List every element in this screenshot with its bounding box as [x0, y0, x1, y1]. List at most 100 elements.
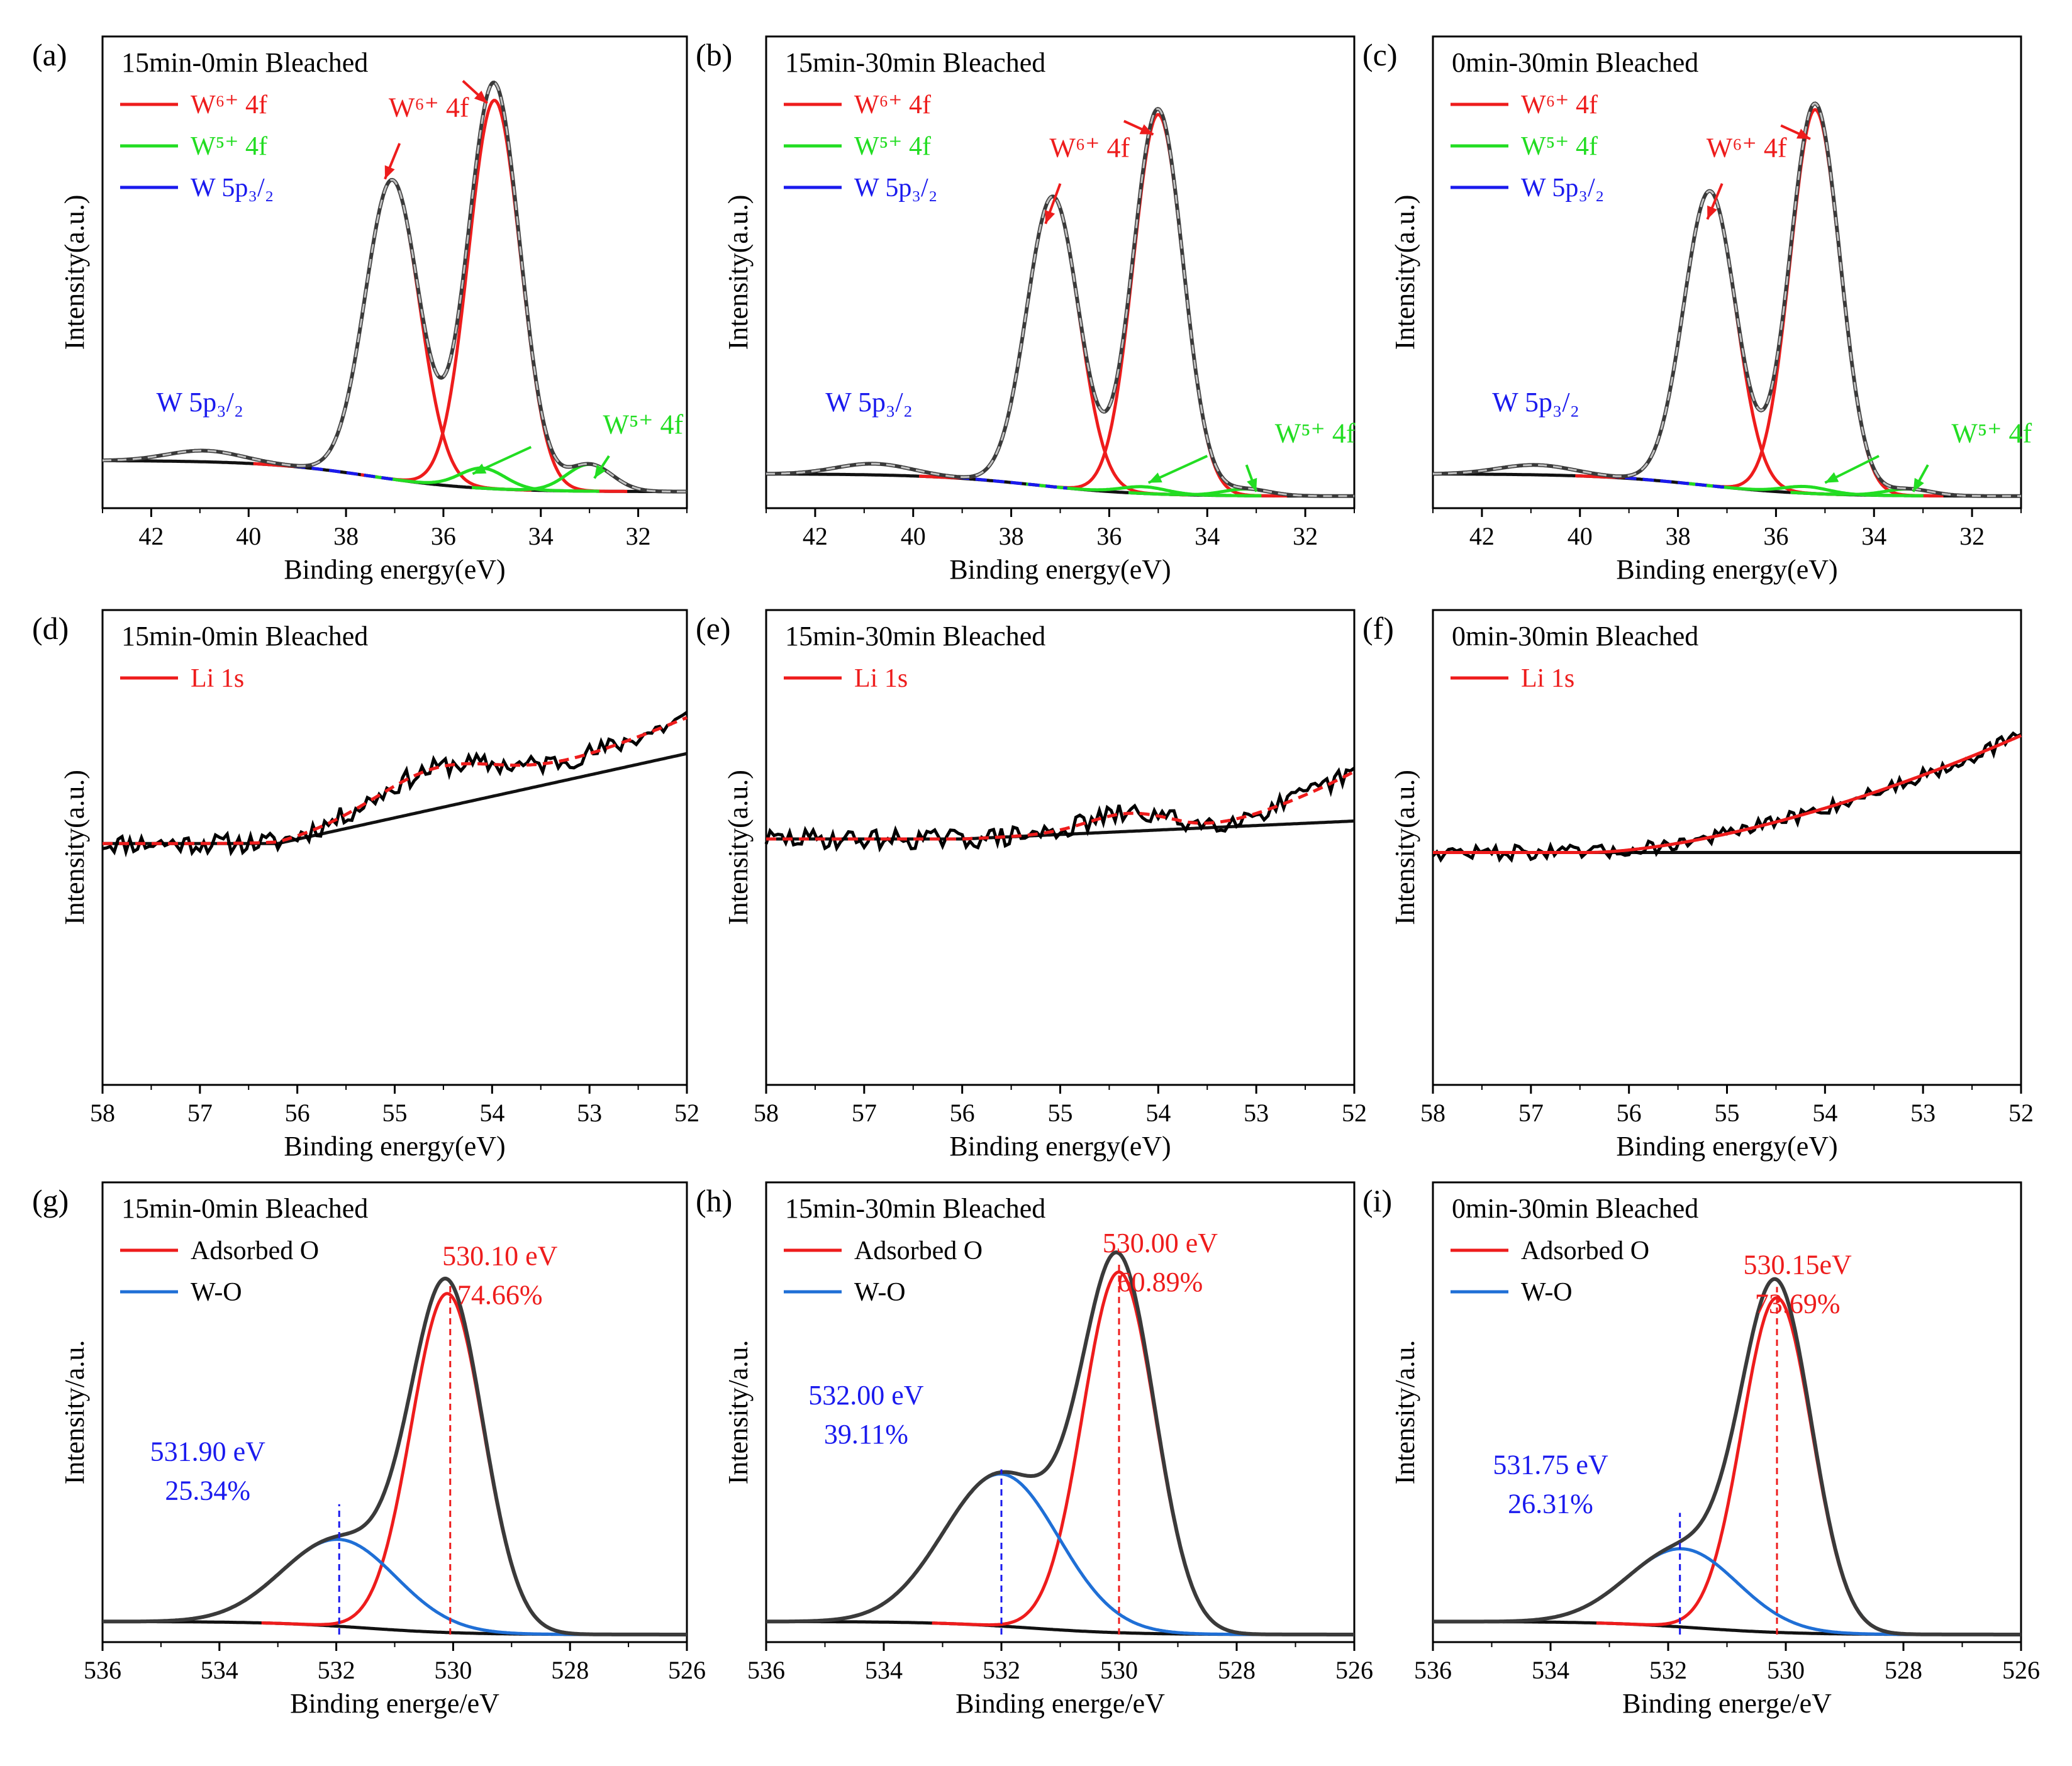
panel-label: (e) — [696, 611, 731, 646]
x-tick-label: 42 — [138, 522, 164, 550]
x-tick-label: 53 — [1910, 1099, 1936, 1127]
x-tick-label: 526 — [1335, 1656, 1373, 1684]
x-tick-label: 526 — [668, 1656, 706, 1684]
panel-label: (c) — [1362, 37, 1398, 72]
annotation-arrowhead — [594, 464, 606, 479]
li1s-fit-line — [1433, 734, 2022, 854]
x-tick-label: 56 — [285, 1099, 310, 1127]
x-axis-label: Binding energy(eV) — [284, 1131, 505, 1162]
x-tick-label: 58 — [754, 1099, 779, 1127]
annotation-text: 531.75 eV — [1493, 1449, 1608, 1480]
peak-w-4f5-2 — [918, 195, 1188, 497]
y-axis-label: Intensity/a.u. — [723, 1340, 754, 1485]
y-axis-label: Intensity/a.u. — [59, 1340, 90, 1485]
legend-label: W⁶⁺ 4f — [1521, 91, 1598, 119]
legend-label: W⁵⁺ 4f — [1521, 132, 1598, 161]
x-tick-label: 52 — [1342, 1099, 1367, 1127]
x-tick-label: 52 — [2008, 1099, 2034, 1127]
x-tick-label: 54 — [1812, 1099, 1837, 1127]
x-axis-label: Binding energe/eV — [1622, 1688, 1832, 1719]
panel-b: 42 40 38 36 34 32 Binding energy(eV) Intensity(… — [696, 35, 1356, 585]
legend-label: Adsorbed O — [854, 1236, 983, 1265]
annotation-text: 530.10 eV — [442, 1241, 558, 1272]
legend-label: W-O — [854, 1278, 906, 1307]
panel-label: (d) — [32, 611, 69, 646]
legend-label: W 5p₃/₂ — [191, 174, 274, 203]
x-tick-label: 530 — [434, 1656, 472, 1684]
legend-label: Li 1s — [191, 664, 244, 693]
y-axis-label: Intensity(a.u.) — [1390, 195, 1420, 350]
panel-title: 0min-30min Bleached — [1452, 621, 1698, 652]
annotation-arrowhead — [1139, 124, 1154, 135]
panel-title: 0min-30min Bleached — [1452, 47, 1698, 78]
x-tick-label: 42 — [803, 522, 828, 550]
x-tick-label: 534 — [1532, 1656, 1569, 1684]
x-tick-label: 32 — [626, 522, 651, 550]
x-tick-label: 536 — [747, 1656, 785, 1684]
annotation-text: W 5p₃/₂ — [825, 387, 913, 418]
x-tick-label: 32 — [1293, 522, 1318, 550]
x-tick-label: 528 — [1885, 1656, 1922, 1684]
x-axis-label: Binding energy(eV) — [1616, 1131, 1837, 1162]
annotation-text: 532.00 eV — [808, 1380, 924, 1411]
x-tick-label: 56 — [1617, 1099, 1642, 1127]
peak-w-4f5-2 — [1575, 189, 1844, 496]
x-axis-label: Binding energy(eV) — [284, 554, 505, 585]
annotation-text: W⁶⁺ 4f — [389, 92, 469, 123]
annotation-text: 39.11% — [824, 1419, 908, 1450]
annotation-text: W⁶⁺ 4f — [1707, 132, 1787, 163]
annotation-text: W 5p₃/₂ — [157, 387, 244, 418]
y-axis-label: Intensity(a.u.) — [1390, 770, 1420, 925]
envelope-line — [1433, 1277, 2021, 1636]
panel-i: 536 534 532 530 528 526 Binding energe/eV Inten… — [1362, 1181, 2040, 1719]
x-tick-label: 57 — [187, 1099, 213, 1127]
x-tick-label: 32 — [1959, 522, 1985, 550]
y-axis-label: Intensity(a.u.) — [723, 195, 754, 350]
panel-f: 58 57 56 55 54 53 52 Binding energy(eV) Intensit… — [1362, 609, 2034, 1162]
legend-label: W⁵⁺ 4f — [191, 132, 267, 161]
panel-label: (g) — [32, 1183, 69, 1218]
peak-w-o — [766, 1472, 1300, 1636]
annotation-arrowhead — [472, 464, 487, 474]
x-tick-label: 38 — [999, 522, 1024, 550]
raw-data-line — [1432, 731, 2022, 863]
x-tick-label: 38 — [333, 522, 359, 550]
x-axis-label: Binding energe/eV — [955, 1688, 1165, 1719]
panel-c: 42 40 38 36 34 32 Binding energy(eV) Intensity(… — [1362, 35, 2032, 585]
legend-label: W⁶⁺ 4f — [191, 91, 267, 119]
y-axis-label: Intensity/a.u. — [1390, 1340, 1420, 1485]
x-tick-label: 55 — [1048, 1099, 1073, 1127]
annotation-text: 530.00 eV — [1103, 1228, 1218, 1258]
panel-title: 15min-30min Bleached — [785, 1193, 1045, 1224]
legend-label: W 5p₃/₂ — [854, 174, 937, 203]
legend-label: Li 1s — [1521, 664, 1574, 693]
peak-w-4f5-2 — [253, 178, 532, 492]
panel-d: 58 57 56 55 54 53 52 Binding energy(eV) Intensit… — [32, 609, 699, 1162]
panel-e: 58 57 56 55 54 53 52 Binding energy(eV) Intensit… — [696, 609, 1367, 1162]
x-tick-label: 58 — [1420, 1099, 1445, 1127]
legend-label: W-O — [1521, 1278, 1573, 1307]
legend-label: W⁵⁺ 4f — [854, 132, 931, 161]
li1s-fit-line — [766, 770, 1356, 841]
x-tick-label: 532 — [1649, 1656, 1687, 1684]
x-axis-label: Binding energy(eV) — [949, 1131, 1171, 1162]
x-tick-label: 56 — [950, 1099, 975, 1127]
x-tick-label: 534 — [865, 1656, 903, 1684]
x-axis-label: Binding energy(eV) — [949, 554, 1171, 585]
x-tick-label: 532 — [983, 1656, 1020, 1684]
peak-w-4f7-2 — [360, 99, 628, 493]
peak-adsorbed-o — [261, 1292, 633, 1636]
panel-title: 15min-30min Bleached — [785, 47, 1045, 78]
y-axis-label: Intensity(a.u.) — [59, 770, 90, 925]
annotation-arrowhead — [384, 165, 395, 179]
panel-g: 536 534 532 530 528 526 Binding energe/eV Inten… — [32, 1181, 706, 1719]
annotation-arrowhead — [1045, 209, 1055, 224]
envelope-line — [766, 107, 1354, 498]
panel-label: (h) — [696, 1183, 732, 1218]
peak-w-4f7-2 — [1029, 113, 1288, 498]
legend-label: W 5p₃/₂ — [1521, 174, 1604, 203]
annotation-text: 530.15eV — [1744, 1249, 1852, 1280]
x-tick-label: 57 — [852, 1099, 877, 1127]
y-axis-label: Intensity(a.u.) — [59, 195, 90, 350]
panel-title: 0min-30min Bleached — [1452, 1193, 1698, 1224]
